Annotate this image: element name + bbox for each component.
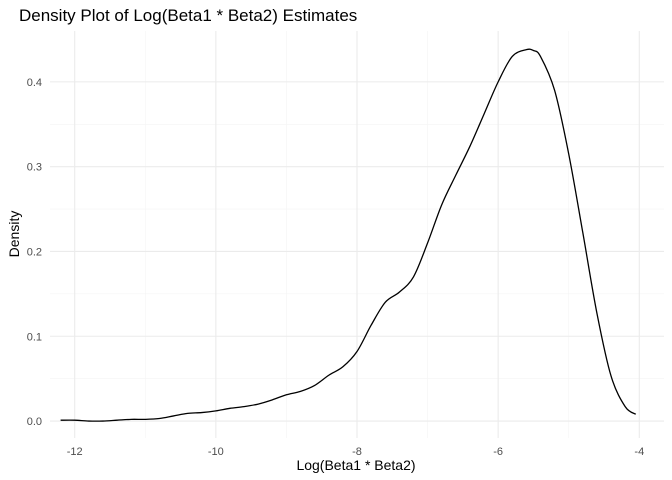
density-series xyxy=(60,48,637,422)
axis-ticks: -12 -10 -8 -6 -4 0.0 0.1 0.2 0.3 0.4 xyxy=(27,77,644,458)
y-axis-label: Density xyxy=(6,211,22,258)
grid xyxy=(50,31,664,438)
x-tick-label: -4 xyxy=(634,446,644,458)
y-tick-label: 0.1 xyxy=(27,331,42,343)
y-tick-label: 0.2 xyxy=(27,246,42,258)
density-curve xyxy=(60,48,637,422)
x-axis-label: Log(Beta1 * Beta2) xyxy=(296,457,415,473)
x-tick-label: -6 xyxy=(493,446,503,458)
x-tick-label: -10 xyxy=(208,446,224,458)
y-tick-label: 0.0 xyxy=(27,416,42,428)
y-tick-label: 0.3 xyxy=(27,162,42,174)
x-tick-label: -8 xyxy=(352,446,362,458)
x-tick-label: -12 xyxy=(67,446,83,458)
chart-title: Density Plot of Log(Beta1 * Beta2) Estim… xyxy=(19,6,357,25)
y-tick-label: 0.4 xyxy=(27,77,42,89)
